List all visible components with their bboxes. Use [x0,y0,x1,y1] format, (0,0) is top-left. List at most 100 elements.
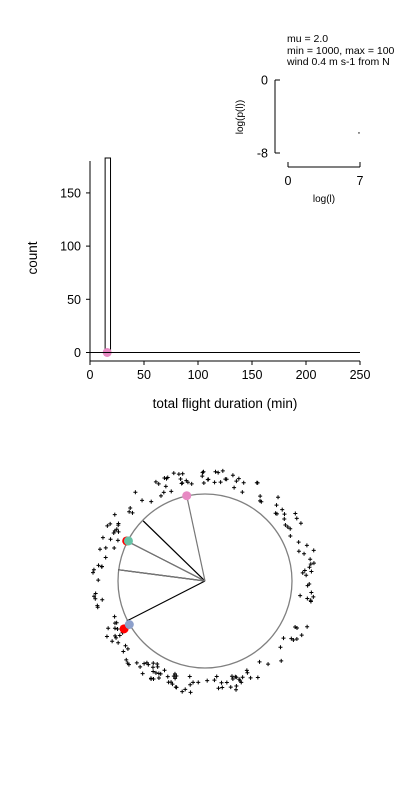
outer-sample-marker [307,565,312,570]
outer-sample-marker [299,633,304,638]
outer-sample-marker [288,526,293,531]
outer-sample-marker [293,511,298,516]
outer-sample-marker [230,677,235,682]
annotation-line-minmax: min = 1000, max = 100 [287,44,395,57]
inset-x-tick-label: 7 [357,174,364,188]
outer-sample-marker [149,677,154,682]
outer-sample-marker [169,680,174,685]
outer-sample-marker [174,673,179,678]
outer-sample-marker [179,481,184,486]
outer-sample-marker [103,555,108,560]
outer-sample-marker [144,660,149,665]
outer-sample-marker [233,674,238,679]
outer-sample-marker [234,684,239,689]
outer-sample-marker [288,533,293,538]
histogram-y-axis-label: count [25,241,40,274]
outer-sample-marker [218,480,223,485]
outer-sample-marker [178,477,183,482]
y-tick-label: 100 [60,240,81,254]
outer-sample-marker [142,661,147,666]
outer-sample-marker [116,521,121,526]
outer-sample-marker [279,658,284,663]
outer-sample-marker [224,477,229,482]
annotation-text: mu = 2.0 min = 1000, max = 100 wind 0.4 … [287,33,395,69]
outer-sample-marker [245,670,250,675]
outer-sample-marker [258,494,263,499]
inset-axes [274,80,360,168]
outer-sample-marker [311,561,316,566]
outer-sample-marker [255,480,260,485]
outer-sample-marker [206,477,211,482]
outer-sample-marker [110,639,115,644]
outer-sample-marker [95,605,100,610]
outer-sample-marker [174,685,179,690]
landing-point [123,536,133,546]
outer-sample-marker [309,590,314,595]
outer-sample-marker [266,662,271,667]
outer-sample-marker [241,480,246,485]
outer-sample-marker [200,470,205,475]
outer-sample-marker [104,634,109,639]
annotation-line-wind: wind 0.4 m s-1 from N [287,56,390,68]
inset-panel: 0 7 0 -8 log(l) log(p(l)) [235,74,364,206]
inset-y-tick-label: -8 [257,147,268,161]
outer-sample-marker [296,549,301,554]
outer-sample-marker [156,676,161,681]
outer-sample-marker [291,638,296,643]
outer-sample-marker [91,570,96,575]
outer-sample-marker [224,680,229,685]
annotation-line-mu: mu = 2.0 [287,33,329,45]
outer-sample-marker [248,675,253,680]
outer-sample-marker [91,567,96,572]
inset-x-axis-label: log(l) [313,194,335,205]
outer-sample-marker [153,670,158,675]
outer-sample-marker [213,469,218,474]
outer-sample-marker [229,674,234,679]
outer-sample-marker [112,626,117,631]
outer-sample-marker [93,596,98,601]
outer-sample-marker [170,682,175,687]
outer-sample-marker [216,686,221,691]
outer-sample-marker [133,490,138,495]
flight-path-segment [126,580,206,622]
outer-sample-marker [111,531,116,536]
outer-sample-marker [92,594,97,599]
flight-path-segment [186,495,206,582]
landing-points [119,491,192,634]
outer-sample-marker [216,470,221,475]
outer-sample-marker [300,570,305,575]
inset-y-axis-label: log(p(l)) [235,100,246,134]
outer-sample-marker [130,510,135,515]
boundary-circle [117,493,293,669]
outer-sample-marker [112,545,117,550]
outer-sample-marker [296,540,301,545]
x-tick-label: 100 [188,368,209,382]
outer-sample-marker [180,471,185,476]
outer-sample-marker [257,659,262,664]
outer-sample-marker [151,669,156,674]
outer-sample-marker [232,485,237,490]
outer-sample-marker [112,614,117,619]
outer-sample-marker [212,480,217,485]
y-tick-label: 150 [60,186,81,200]
outer-sample-marker [100,535,105,540]
outer-sample-marker [200,474,205,479]
outer-sample-marker [214,674,219,679]
outer-sample-marker [189,481,194,486]
outer-sample-marker [294,637,299,642]
outer-sample-marker [96,563,101,568]
outer-sample-marker [234,479,239,484]
outer-sample-marker [236,476,241,481]
landing-point [124,620,134,629]
outer-sample-marker [128,506,133,511]
outer-sample-marker [283,523,288,528]
outer-sample-marker [311,594,316,599]
outer-sample-marker [274,503,279,508]
outer-sample-marker [127,509,132,514]
outer-sample-marker [121,649,126,654]
x-tick-label: 150 [242,368,263,382]
y-tick-label: 0 [74,346,81,360]
outer-sample-marker [106,626,111,631]
histogram-x-ticks: 0 50 100 150 200 250 [87,361,370,382]
outer-sample-marker [201,480,206,485]
